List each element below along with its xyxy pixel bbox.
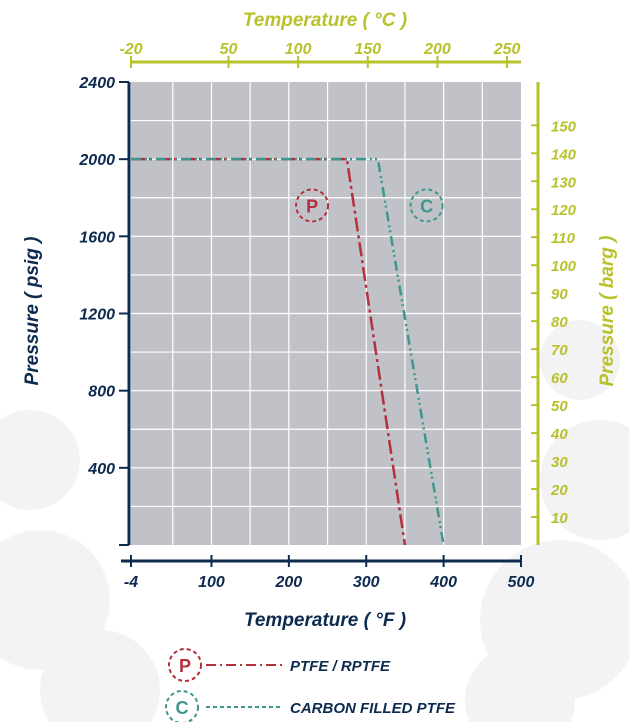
y-left-tick-label: 800 bbox=[88, 384, 115, 401]
series-marker-circle bbox=[295, 188, 330, 223]
x-bottom-tick-label: 500 bbox=[508, 574, 535, 591]
x-axis-top-title: Temperature ( °C ) bbox=[243, 10, 407, 31]
y-right-tick-label: 20 bbox=[550, 482, 568, 499]
series-marker-letter: P bbox=[306, 196, 318, 216]
y-right-tick-label: 10 bbox=[551, 510, 568, 527]
y-right-tick-label: 80 bbox=[551, 314, 568, 331]
y-left-tick-label: 400 bbox=[87, 461, 115, 478]
y-right-tick-label: 110 bbox=[551, 230, 576, 247]
x-bottom-tick-label: 300 bbox=[353, 574, 380, 591]
y-right-tick-label: 150 bbox=[551, 118, 577, 135]
legend-label-ptfe: PTFE / RPTFE bbox=[290, 658, 391, 675]
y-right-tick-label: 50 bbox=[551, 398, 568, 415]
background-circle bbox=[540, 320, 620, 400]
y-left-tick-label: 1200 bbox=[79, 307, 115, 324]
legend-item-carbon: C CARBON FILLED PTFE bbox=[165, 690, 456, 724]
legend-label-carbon: CARBON FILLED PTFE bbox=[290, 700, 456, 717]
x-top-tick-label: 50 bbox=[220, 41, 238, 58]
y-left-tick-label: 2000 bbox=[78, 152, 115, 169]
x-bottom-tick-label: -4 bbox=[124, 574, 138, 591]
y-right-tick-label: 70 bbox=[551, 342, 568, 359]
y-right-tick-label: 130 bbox=[551, 174, 577, 191]
x-top-tick-label: 150 bbox=[354, 41, 381, 58]
x-top-tick-label: -20 bbox=[119, 41, 142, 58]
series-line-1 bbox=[131, 157, 445, 546]
y-right-tick-label: 100 bbox=[551, 258, 577, 275]
y-left-tick-label: 2400 bbox=[78, 75, 115, 92]
y-axis-right-title: Pressure ( barg ) bbox=[597, 236, 618, 387]
background-circle bbox=[0, 410, 80, 510]
y-left-tick-label: 1600 bbox=[79, 229, 115, 246]
x-bottom-tick-label: 400 bbox=[429, 574, 457, 591]
legend-marker-c-letter: C bbox=[176, 698, 189, 718]
y-right-tick-label: 140 bbox=[551, 146, 577, 163]
legend: P PTFE / RPTFE C CARBON FILLED PTFE bbox=[165, 648, 456, 724]
y-right-tick-label: 40 bbox=[550, 426, 568, 443]
series-marker-circle bbox=[409, 188, 444, 223]
legend-item-ptfe: P PTFE / RPTFE bbox=[168, 648, 391, 682]
x-top-tick-label: 250 bbox=[493, 41, 521, 58]
background-circle bbox=[540, 420, 629, 540]
x-bottom-tick-label: 100 bbox=[198, 574, 225, 591]
x-axis-bottom-title: Temperature ( °F ) bbox=[244, 610, 406, 631]
tick-labels: 400 800 1200 1600 2000 2400 -4 100 200 300 400 500 -… bbox=[78, 41, 576, 591]
y-right-tick-label: 60 bbox=[551, 370, 568, 387]
grid-lines bbox=[131, 82, 521, 545]
x-bottom-tick-label: 200 bbox=[275, 574, 303, 591]
x-top-tick-label: 200 bbox=[423, 41, 451, 58]
background-circle bbox=[40, 630, 160, 727]
background-circle bbox=[465, 645, 575, 727]
x-top-tick-label: 100 bbox=[285, 41, 312, 58]
legend-marker-p-circle bbox=[168, 648, 202, 682]
y-right-tick-label: 90 bbox=[551, 286, 568, 303]
legend-marker-p-letter: P bbox=[179, 656, 191, 676]
y-right-tick-label: 30 bbox=[551, 454, 568, 471]
series-line-0 bbox=[131, 157, 407, 546]
background-pattern bbox=[0, 320, 629, 727]
y-axis-left-title: Pressure ( psig ) bbox=[22, 237, 43, 386]
series-lines bbox=[131, 157, 445, 546]
y-right-tick-label: 120 bbox=[551, 202, 577, 219]
series-marker-letter: C bbox=[420, 196, 433, 216]
